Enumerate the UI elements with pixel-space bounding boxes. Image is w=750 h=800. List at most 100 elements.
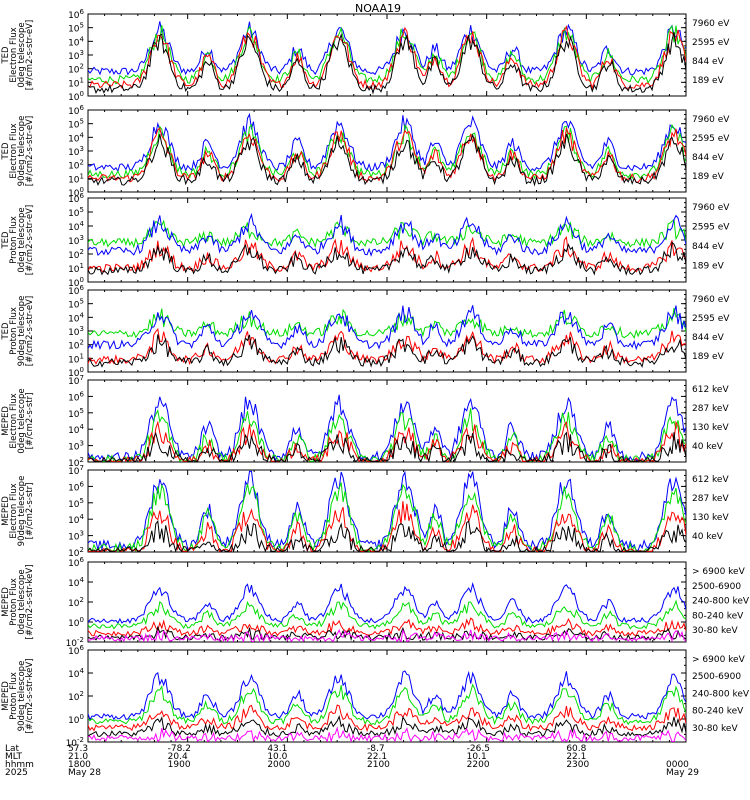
y-axis-label: 0deg telescope: [17, 388, 27, 453]
legend-entry: 7960 eV: [692, 203, 730, 213]
series-line-2500-6900: [88, 714, 686, 738]
y-axis-label: [#/cm2-s-str]: [25, 483, 35, 540]
time-axis-value: 10.1: [467, 752, 487, 762]
series-line-30-80-kev: [88, 581, 686, 624]
legend-entry: 844 eV: [692, 57, 725, 67]
y-axis-label: TED: [1, 142, 11, 161]
series-line-189-ev: [88, 305, 686, 351]
time-axis-value: 10.0: [267, 752, 287, 762]
series-line-844-ev: [88, 218, 686, 249]
legend-entry: 189 eV: [692, 172, 725, 182]
y-tick-label: 10-2: [66, 636, 84, 649]
time-axis-value: 22.1: [566, 752, 586, 762]
y-tick-label: 102: [68, 63, 84, 76]
y-tick-label: 105: [68, 407, 84, 420]
legend-entry: 2595 eV: [692, 38, 730, 48]
y-tick-label: 102: [68, 248, 84, 261]
legend-entry: 240-800 keV: [692, 597, 750, 607]
series-line-189-ev: [88, 212, 686, 257]
y-axis-label: MEPED: [1, 587, 11, 617]
series-line-7960-ev: [88, 32, 686, 95]
legend-entry: 40 keV: [692, 442, 724, 452]
time-axis-value: 0000: [666, 760, 689, 770]
series-line-40-kev: [88, 394, 686, 462]
time-axis-value: -78.2: [168, 744, 191, 754]
y-axis-label: [#/cm2-s-str-keV]: [25, 565, 35, 640]
series-line-2595-ev: [88, 127, 686, 183]
series-line-130-kev: [88, 408, 686, 462]
legend-entry: > 6900 keV: [692, 655, 746, 665]
time-axis-value: 1800: [68, 760, 91, 770]
y-axis-label: Electron Flux: [9, 483, 19, 538]
time-axis-row-label: hhmm: [5, 760, 34, 770]
y-tick-label: 105: [68, 206, 84, 219]
y-tick-label: 100: [68, 366, 84, 379]
series-line-30-80-kev: [88, 670, 686, 721]
y-tick-label: 102: [68, 546, 84, 559]
y-tick-label: 105: [68, 22, 84, 35]
legend-entry: > 6900 keV: [692, 567, 746, 577]
time-axis-value: 21.0: [68, 752, 88, 762]
y-tick-label: 104: [68, 423, 84, 436]
y-tick-label: 103: [68, 49, 84, 62]
y-axis-label: Proton Flux: [9, 672, 19, 720]
time-axis-value: 2000: [267, 760, 290, 770]
panel-frame: [87, 379, 687, 463]
legend-entry: 844 eV: [692, 333, 725, 343]
y-tick-label: 106: [68, 480, 84, 493]
series-line-240-800-kev: [88, 617, 686, 637]
y-tick-label: 102: [68, 456, 84, 469]
series-line-844-ev: [88, 123, 686, 180]
y-axis-label: TED: [1, 46, 11, 65]
y-tick-label: 102: [68, 159, 84, 172]
y-axis-label: 90deg telescope: [17, 296, 27, 367]
panel-frame: [87, 561, 687, 643]
series-line-80-240-kev: [88, 683, 686, 726]
y-tick-label: 103: [68, 440, 84, 453]
y-tick-label: 104: [68, 513, 84, 526]
series-line--6900-kev: [88, 726, 686, 742]
legend-entry: 30-80 keV: [692, 724, 738, 734]
y-axis-label: Proton Flux: [9, 216, 19, 264]
legend-entry: 2595 eV: [692, 223, 730, 233]
y-tick-label: 106: [68, 556, 84, 569]
y-tick-label: 107: [68, 374, 84, 387]
series-line-7960-ev: [88, 334, 686, 368]
y-axis-label: 90deg telescope: [17, 116, 27, 187]
series-line-80-240-kev: [88, 599, 686, 630]
series-line-7960-ev: [88, 133, 686, 187]
y-tick-label: 104: [68, 576, 84, 589]
y-tick-label: 101: [68, 352, 84, 365]
y-tick-label: 105: [68, 118, 84, 131]
y-tick-label: 104: [68, 667, 84, 680]
y-tick-label: 100: [68, 713, 84, 726]
y-tick-label: 100: [68, 186, 84, 199]
y-tick-label: 100: [68, 616, 84, 629]
time-axis-value: 2300: [566, 760, 589, 770]
y-axis-label: TED: [1, 231, 11, 250]
y-axis-label: MEPED: [1, 406, 11, 436]
y-axis-label: [#/cm2-s-str-eV]: [25, 116, 35, 186]
series-line-844-ev: [88, 24, 686, 85]
y-tick-label: 105: [68, 497, 84, 510]
time-axis-value: 22.1: [367, 752, 387, 762]
y-tick-label: 106: [68, 390, 84, 403]
y-axis-label: 90deg telescope: [17, 476, 27, 547]
legend-entry: 2595 eV: [692, 314, 730, 324]
time-axis-value: -8.7: [367, 744, 385, 754]
y-tick-label: 106: [68, 644, 84, 657]
legend-entry: 612 keV: [692, 475, 729, 485]
legend-entry: 287 keV: [692, 404, 729, 414]
y-axis-label: [#/cm2-s-str-keV]: [25, 659, 35, 734]
figure-title: NOAA19: [355, 2, 401, 15]
legend-entry: 612 keV: [692, 385, 729, 395]
y-tick-label: 102: [68, 596, 84, 609]
